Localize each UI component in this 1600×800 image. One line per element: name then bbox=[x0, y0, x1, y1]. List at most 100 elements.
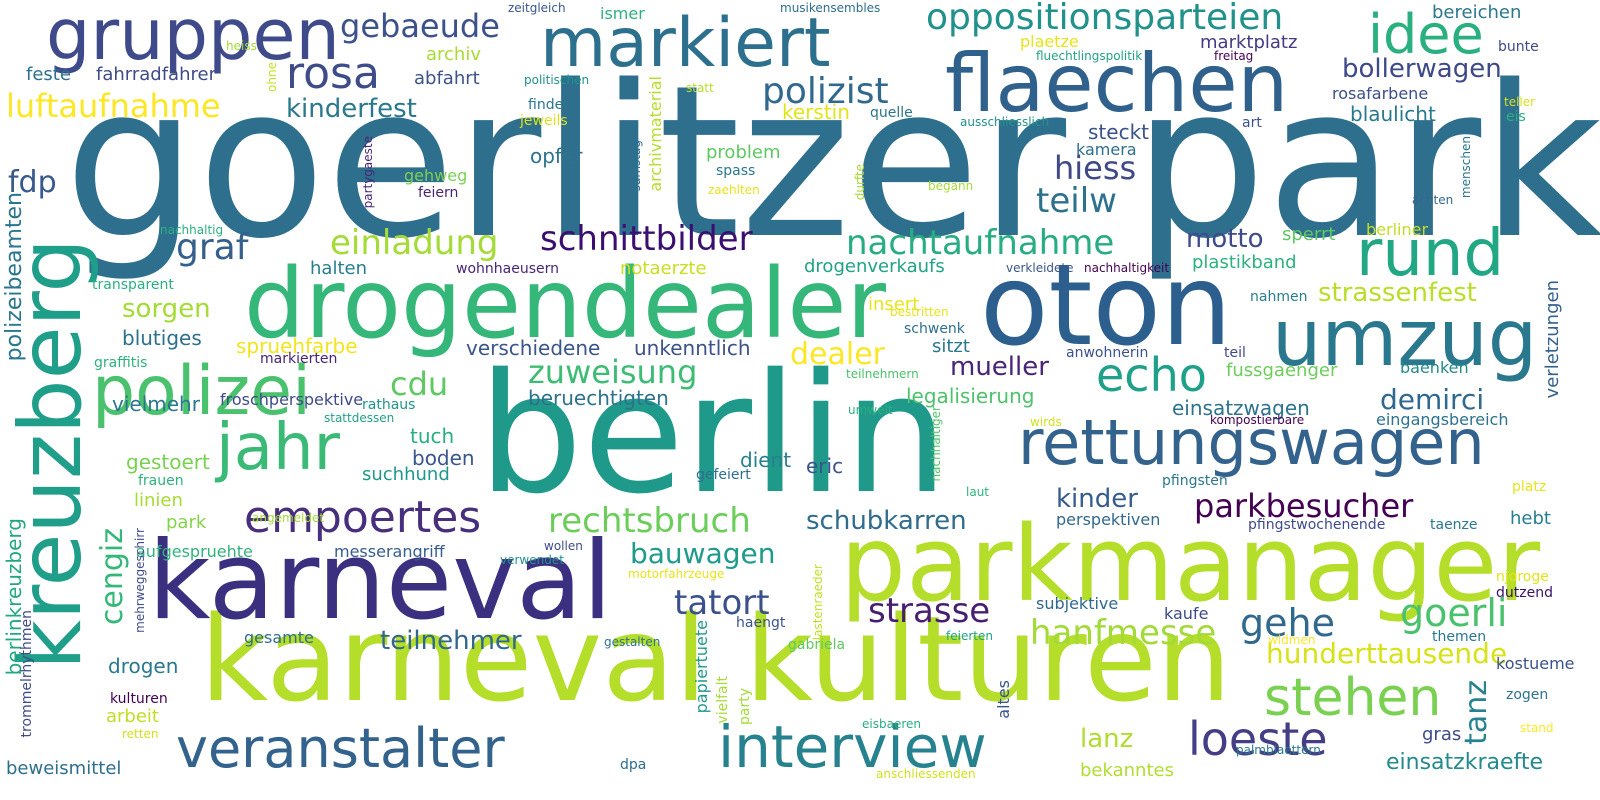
word: nahmen bbox=[1250, 289, 1308, 305]
word: dient bbox=[740, 448, 792, 472]
word: lastenraeder bbox=[811, 564, 825, 641]
word: tuch bbox=[410, 424, 455, 448]
word: rund bbox=[1356, 217, 1505, 291]
word: papiertuete bbox=[692, 620, 711, 714]
word: messerangriff bbox=[334, 542, 445, 561]
word: teilnehmern bbox=[846, 367, 919, 381]
word: altes bbox=[994, 680, 1013, 719]
word: gefeiert bbox=[696, 467, 751, 483]
word: einladung bbox=[330, 223, 499, 263]
word: njoroge bbox=[1496, 569, 1549, 585]
word: parkmanager bbox=[840, 503, 1541, 625]
word: samstag bbox=[629, 140, 643, 192]
word: blaulicht bbox=[1350, 102, 1436, 126]
word: graf bbox=[176, 227, 249, 268]
word: motto bbox=[1186, 224, 1264, 254]
word: marktplatz bbox=[1200, 32, 1298, 53]
word: cdu bbox=[390, 365, 449, 403]
word: vielmehr bbox=[112, 392, 200, 416]
word: dutzend bbox=[1496, 585, 1553, 601]
word: bollerwagen bbox=[1342, 54, 1502, 84]
word: bauwagen bbox=[630, 537, 776, 570]
word: gebaeude bbox=[340, 7, 500, 45]
word: art bbox=[1242, 115, 1262, 131]
word: feste bbox=[26, 64, 71, 85]
word: teller bbox=[1504, 95, 1536, 109]
word: durfte bbox=[853, 164, 867, 201]
word: luftaufnahme bbox=[6, 87, 221, 125]
word: fussgaenger bbox=[1226, 360, 1338, 381]
word: spass bbox=[716, 163, 756, 179]
word: nachhaltiger bbox=[929, 406, 943, 482]
word: parkbesucher bbox=[1194, 487, 1414, 525]
word: nachtaufnahme bbox=[846, 223, 1115, 263]
word: linien bbox=[134, 490, 183, 511]
word: idee bbox=[1368, 3, 1484, 66]
word: rosa bbox=[286, 48, 380, 99]
word: stehen bbox=[1264, 668, 1442, 728]
word: mehrweggeschirr bbox=[133, 528, 147, 633]
word: kinder bbox=[1056, 484, 1138, 514]
word: kinderfest bbox=[286, 94, 417, 124]
word: kulturen bbox=[110, 691, 168, 707]
word: gestoert bbox=[126, 450, 210, 474]
word: fdp bbox=[8, 165, 57, 200]
word: frauen bbox=[138, 473, 184, 489]
word: verletzungen bbox=[1542, 280, 1563, 399]
word: interview bbox=[718, 713, 987, 781]
word: unkenntlich bbox=[634, 336, 751, 360]
word: teil bbox=[1224, 345, 1246, 361]
word: musikensembles bbox=[780, 1, 881, 15]
word: wollen bbox=[544, 539, 583, 553]
word: rathaus bbox=[362, 397, 416, 413]
word: laut bbox=[966, 485, 989, 499]
word: strassenfest bbox=[1318, 278, 1477, 308]
word: partygaeste bbox=[361, 136, 375, 209]
word: loeste bbox=[1188, 712, 1328, 766]
word: party bbox=[737, 688, 753, 725]
word: hunderttausende bbox=[1266, 637, 1508, 670]
word: empoertes bbox=[244, 492, 482, 543]
word: statt bbox=[686, 81, 714, 95]
word: flaechen bbox=[945, 37, 1289, 130]
word: eis bbox=[1506, 109, 1526, 125]
word: bestritten bbox=[890, 305, 949, 319]
word: umwelt bbox=[848, 403, 893, 417]
word: pfingstwochenende bbox=[1248, 517, 1386, 533]
word: einsatzkraefte bbox=[1386, 750, 1544, 775]
word: sitzt bbox=[932, 336, 970, 357]
word: zogen bbox=[1506, 687, 1549, 703]
word: spruehfarbe bbox=[236, 334, 358, 358]
word: rosafarbene bbox=[1332, 84, 1429, 103]
word: strasse bbox=[868, 591, 991, 631]
word: verkleidete bbox=[1006, 261, 1074, 275]
word: drogendealer bbox=[244, 248, 886, 360]
word: gesamte bbox=[244, 628, 314, 647]
word: nachhaltig bbox=[160, 223, 224, 237]
word: zeitgleich bbox=[508, 1, 566, 15]
word: demirci bbox=[1380, 383, 1485, 416]
word: kaufe bbox=[1164, 604, 1209, 623]
word: polizei bbox=[92, 352, 311, 431]
word: drogenverkaufs bbox=[804, 256, 945, 277]
word: berlin bbox=[478, 338, 949, 530]
word: goerli bbox=[1400, 591, 1508, 635]
word: verschiedene bbox=[466, 336, 601, 360]
word: trommelrhythmen bbox=[19, 610, 35, 738]
word: einsatzwagen bbox=[1172, 396, 1310, 420]
word: widmen bbox=[1268, 633, 1316, 647]
word: markiert bbox=[540, 4, 831, 83]
word: goerlitzer park bbox=[64, 40, 1600, 285]
word: kostueme bbox=[1496, 654, 1575, 673]
word: blutiges bbox=[122, 326, 202, 350]
word: menschen bbox=[1459, 136, 1473, 199]
word: kerstin bbox=[782, 100, 850, 124]
word: eric bbox=[806, 454, 844, 478]
word: boden bbox=[412, 446, 475, 470]
word: zaehlten bbox=[708, 183, 760, 197]
word: freitag bbox=[1214, 49, 1254, 63]
word: veranstalter bbox=[176, 717, 505, 780]
word: perspektiven bbox=[1056, 510, 1161, 529]
word: platz bbox=[1512, 479, 1547, 495]
